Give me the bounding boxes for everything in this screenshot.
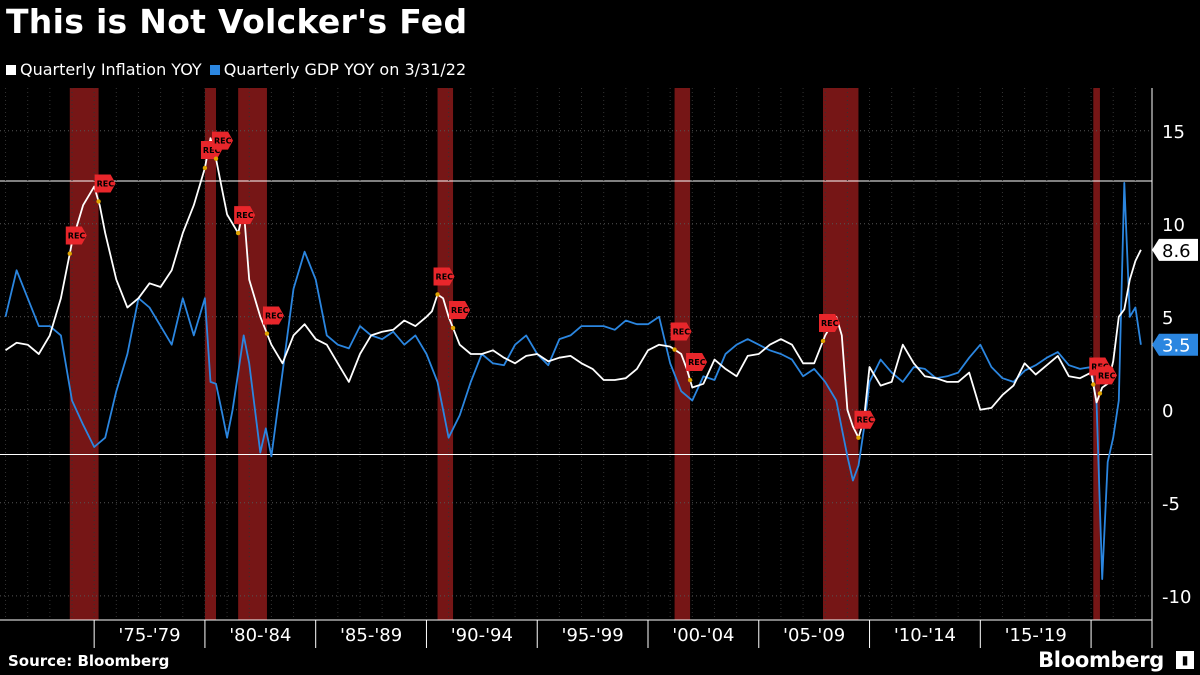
rec-flag-1: REC bbox=[94, 174, 116, 193]
recession-band-3 bbox=[437, 88, 454, 620]
rec-flag-shape-11 bbox=[854, 410, 876, 429]
y-tick-label-15: 15 bbox=[1162, 122, 1185, 143]
rec-flag-shape-10 bbox=[819, 313, 841, 332]
y-tick-label-10: 10 bbox=[1162, 215, 1185, 236]
recession-marker-12 bbox=[1091, 382, 1096, 387]
rec-flag-shape-5 bbox=[262, 306, 284, 325]
rec-flag-label-5: REC bbox=[265, 312, 283, 321]
legend-item-inflation[interactable]: Quarterly Inflation YOY bbox=[6, 60, 202, 79]
y-tick-label-5: 5 bbox=[1162, 308, 1173, 329]
recession-band-1 bbox=[204, 88, 216, 620]
recession-marker-6 bbox=[435, 292, 440, 297]
rec-flag-label-1: REC bbox=[97, 179, 115, 188]
rec-flag-label-13: REC bbox=[1098, 371, 1116, 380]
y-tick-label-0: 0 bbox=[1162, 401, 1173, 422]
rec-flag-shape-3 bbox=[212, 131, 233, 150]
rec-flag-label-7: REC bbox=[451, 306, 469, 315]
rec-flag-shape-1 bbox=[94, 174, 116, 193]
series-line-inflation bbox=[4, 137, 1142, 439]
last-value-tag-shape-0 bbox=[1152, 238, 1198, 261]
recession-marker-0 bbox=[67, 251, 72, 256]
recession-marker-2 bbox=[202, 165, 208, 171]
rec-flag-label-3: REC bbox=[214, 137, 232, 146]
rec-flag-shape-6 bbox=[433, 267, 455, 286]
rec-flag-label-4: REC bbox=[236, 211, 254, 220]
last-value-tag-inflation: 8.6 bbox=[1152, 238, 1198, 262]
recession-marker-8 bbox=[672, 347, 677, 352]
legend: Quarterly Inflation YOY Quarterly GDP YO… bbox=[6, 60, 474, 79]
x-tick-label-1: '80-'84 bbox=[229, 625, 291, 646]
legend-label-gdp: Quarterly GDP YOY on 3/31/22 bbox=[223, 60, 467, 79]
recession-band-2 bbox=[238, 88, 267, 620]
legend-label-inflation: Quarterly Inflation YOY bbox=[20, 60, 202, 79]
chart-title: This is Not Volcker's Fed bbox=[6, 2, 468, 41]
rec-flag-shape-8 bbox=[670, 322, 692, 341]
last-value-tag-gdp: 3.5 bbox=[1152, 333, 1198, 357]
rec-flag-5: REC bbox=[262, 306, 284, 325]
rec-flag-shape-0 bbox=[65, 226, 87, 245]
legend-item-gdp[interactable]: Quarterly GDP YOY on 3/31/22 bbox=[209, 60, 467, 79]
rec-flag-0: REC bbox=[65, 226, 87, 245]
source-note: Source: Bloomberg bbox=[8, 652, 170, 670]
x-tick-label-6: '05-'09 bbox=[783, 625, 845, 646]
recession-marker-1 bbox=[96, 199, 101, 204]
rec-flag-shape-9 bbox=[686, 353, 708, 372]
rec-flag-label-11: REC bbox=[856, 416, 874, 425]
rec-flag-shape-4 bbox=[234, 206, 256, 225]
legend-swatch-inflation bbox=[6, 64, 16, 75]
x-tick-label-3: '90-'94 bbox=[451, 625, 513, 646]
rec-flag-9: REC bbox=[686, 353, 708, 372]
rec-flag-label-6: REC bbox=[436, 272, 454, 281]
rec-flag-8: REC bbox=[670, 322, 692, 341]
recession-marker-10 bbox=[820, 338, 826, 344]
recession-band-4 bbox=[674, 88, 691, 620]
x-tick-label-7: '10-'14 bbox=[894, 625, 956, 646]
recession-marker-3 bbox=[213, 156, 219, 161]
series-line-gdp bbox=[4, 182, 1142, 580]
recession-marker-7 bbox=[450, 325, 456, 331]
recession-marker-9 bbox=[687, 377, 693, 383]
rec-flag-7: REC bbox=[449, 300, 471, 319]
x-tick-label-4: '95-'99 bbox=[562, 625, 624, 646]
rec-flag-6: REC bbox=[433, 267, 455, 286]
rec-flag-13: REC bbox=[1095, 366, 1117, 385]
rec-flag-10: REC bbox=[819, 313, 841, 332]
rec-flag-label-8: REC bbox=[673, 328, 691, 337]
legend-swatch-gdp bbox=[209, 64, 220, 75]
x-tick-label-2: '85-'89 bbox=[340, 625, 402, 646]
rec-flag-label-0: REC bbox=[68, 232, 86, 241]
rec-flag-4: REC bbox=[234, 206, 256, 225]
rec-flag-11: REC bbox=[854, 410, 876, 429]
bloomberg-terminal-icon: ▮ bbox=[1176, 651, 1194, 669]
x-tick-label-5: '00-'04 bbox=[672, 625, 734, 646]
recession-marker-13 bbox=[1097, 391, 1103, 396]
recession-band-6 bbox=[1093, 88, 1100, 620]
x-tick-label-0: '75-'79 bbox=[118, 625, 180, 646]
recession-marker-4 bbox=[235, 230, 241, 236]
recession-band-5 bbox=[823, 88, 859, 620]
rec-flag-label-9: REC bbox=[688, 358, 706, 367]
rec-flag-label-2: REC bbox=[203, 146, 221, 155]
rec-flag-label-10: REC bbox=[821, 319, 839, 328]
last-value-tag-text-0: 8.6 bbox=[1162, 241, 1191, 262]
rec-flag-shape-7 bbox=[449, 300, 471, 319]
recession-marker-5 bbox=[264, 331, 270, 336]
last-value-tag-text-1: 3.5 bbox=[1162, 336, 1191, 357]
rec-flag-3: REC bbox=[212, 131, 233, 150]
x-tick-label-8: '15-'19 bbox=[1005, 625, 1067, 646]
brand-logo: Bloomberg bbox=[1038, 648, 1164, 672]
recession-marker-11 bbox=[856, 435, 861, 440]
rec-flag-shape-13 bbox=[1095, 366, 1117, 385]
y-tick-label--5: -5 bbox=[1162, 494, 1180, 515]
y-tick-label--10: -10 bbox=[1162, 587, 1191, 608]
last-value-tag-shape-1 bbox=[1152, 333, 1198, 356]
